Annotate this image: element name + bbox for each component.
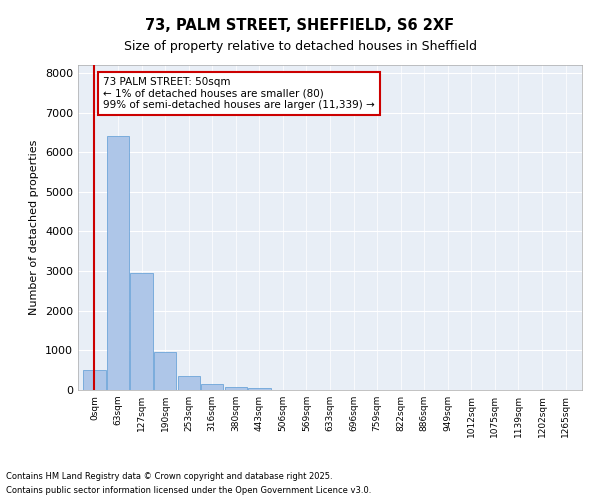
Text: Contains HM Land Registry data © Crown copyright and database right 2025.: Contains HM Land Registry data © Crown c…: [6, 472, 332, 481]
Bar: [130, 273, 153, 390]
Bar: [224, 387, 247, 390]
Text: 73 PALM STREET: 50sqm
← 1% of detached houses are smaller (80)
99% of semi-detac: 73 PALM STREET: 50sqm ← 1% of detached h…: [103, 77, 374, 110]
Bar: [248, 388, 271, 390]
Bar: [201, 384, 223, 390]
Bar: [83, 370, 106, 390]
Text: Size of property relative to detached houses in Sheffield: Size of property relative to detached ho…: [124, 40, 476, 53]
Y-axis label: Number of detached properties: Number of detached properties: [29, 140, 40, 315]
Bar: [154, 352, 176, 390]
Bar: [178, 376, 200, 390]
Text: Contains public sector information licensed under the Open Government Licence v3: Contains public sector information licen…: [6, 486, 371, 495]
Bar: [107, 136, 129, 390]
Text: 73, PALM STREET, SHEFFIELD, S6 2XF: 73, PALM STREET, SHEFFIELD, S6 2XF: [145, 18, 455, 32]
